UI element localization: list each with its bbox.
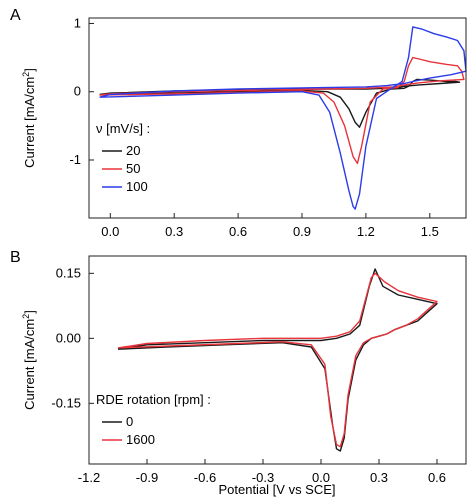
panel-a-x-tick-label: 0.3 (165, 224, 183, 239)
panel-a-y-tick-label: 1 (74, 15, 81, 30)
panel-a-plot-frame (88, 17, 467, 219)
panel-a-x-tick-label: 0.9 (293, 224, 311, 239)
panel-b-x-tick-label: -0.6 (194, 470, 216, 485)
panel-b-legend-label-0: 0 (126, 414, 133, 429)
panel-a-label: A (10, 7, 21, 24)
panel-b-series (117, 268, 438, 452)
panel-b-legend-title: RDE rotation [rpm] : (96, 392, 211, 407)
panel-b-x-axis-label: Potential [V vs SCE] (218, 482, 335, 497)
panel-b: B -1.2 -0.9 -0.6 -0.3 0.0 0.3 0.6 0.15 0.00 -0.15… (10, 249, 467, 497)
panel-a-series-20 (99, 78, 461, 128)
panel-a-legend-label-100: 100 (126, 179, 148, 194)
panel-a-legend: ν [mV/s] : 20 50 100 (96, 121, 150, 194)
panel-b-series-0 (117, 268, 438, 452)
panel-a-x-tick-label: 1.2 (357, 224, 375, 239)
panel-b-plot-frame (88, 255, 467, 465)
panel-a-y-tick-label: 0 (74, 84, 81, 99)
panel-b-x-tick-label: -1.2 (78, 470, 100, 485)
panel-b-y-axis-label-end: ] (22, 310, 37, 314)
panel-a-x-tick-label: 1.5 (421, 224, 439, 239)
panel-a-legend-label-50: 50 (126, 161, 140, 176)
panel-a-y-axis-label-sup: 2 (21, 72, 31, 77)
panel-b-series-1600 (117, 272, 438, 448)
panel-b-y-axis-label-main: Current [mA/cm (22, 319, 37, 410)
panel-a-x-tick-label: 0.6 (229, 224, 247, 239)
panel-a-series-50 (99, 56, 465, 165)
panel-a-x-tick-label: 0.0 (101, 224, 119, 239)
panel-a-legend-title: ν [mV/s] : (96, 121, 150, 136)
panel-b-ticks: -1.2 -0.9 -0.6 -0.3 0.0 0.3 0.6 0.15 0.00 -0.15 (51, 265, 446, 485)
panel-a-legend-label-20: 20 (126, 143, 140, 158)
panel-b-legend: RDE rotation [rpm] : 0 1600 (96, 392, 211, 447)
panel-b-x-tick-label: 0.6 (428, 470, 446, 485)
panel-b-y-axis-label-sup: 2 (21, 314, 31, 319)
panel-a-y-tick-label: -1 (69, 152, 81, 167)
panel-b-y-tick-label: 0.15 (56, 265, 81, 280)
panel-b-x-tick-label: 0.0 (312, 470, 330, 485)
panel-b-label: B (10, 249, 21, 266)
panel-b-y-axis-label: Current [mA/cm2] (21, 310, 37, 410)
panel-b-legend-label-1600: 1600 (126, 432, 155, 447)
panel-a: A 0.0 0.3 0.6 0.9 1.2 1.510-1 Current [mA/cm2… (10, 7, 467, 239)
panel-b-x-tick-label: 0.3 (370, 470, 388, 485)
panel-b-y-tick-label: -0.15 (51, 395, 81, 410)
panel-b-x-tick-label: -0.3 (252, 470, 274, 485)
panel-a-series-100 (99, 26, 467, 210)
panel-a-y-axis-label-main: Current [mA/cm (22, 77, 37, 168)
panel-a-y-axis-label: Current [mA/cm2] (21, 68, 37, 168)
panel-a-series (99, 26, 467, 210)
panel-b-y-tick-label: 0.00 (56, 330, 81, 345)
panel-a-ticks: 0.0 0.3 0.6 0.9 1.2 1.5 1 0 -1 (69, 15, 438, 239)
panel-b-x-tick-label: -0.9 (136, 470, 158, 485)
panel-a-y-axis-label-end: ] (22, 68, 37, 72)
